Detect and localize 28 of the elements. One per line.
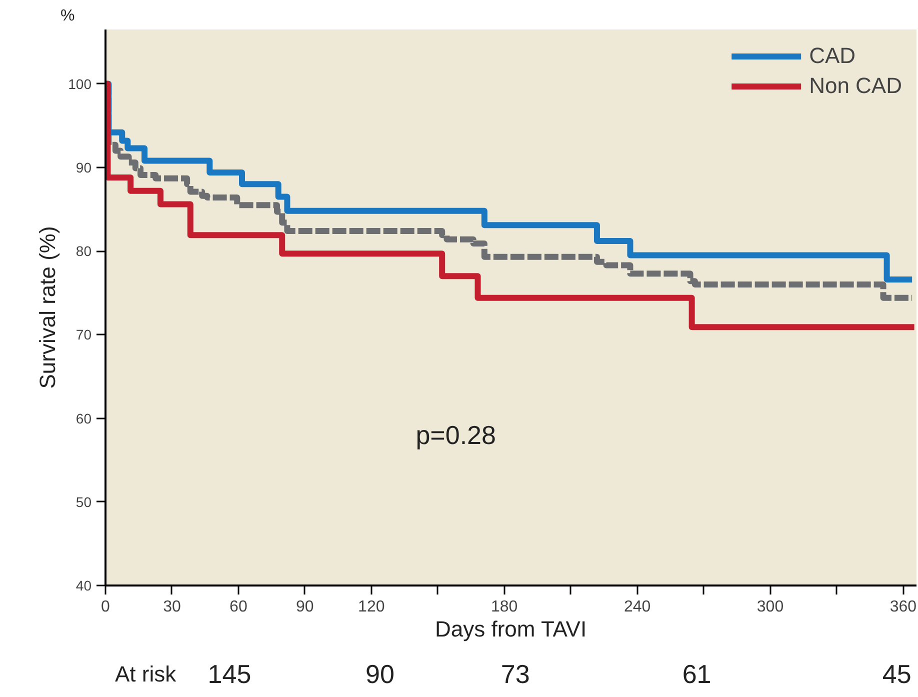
x-tick-label: 300 — [756, 598, 784, 616]
y-tick-label: 50 — [76, 494, 92, 510]
x-tick-label: 120 — [358, 598, 385, 616]
y-tick-label: 70 — [76, 326, 92, 343]
y-tick-label: 90 — [76, 159, 92, 176]
x-tick-label: 90 — [296, 598, 314, 616]
y-tick-label: 40 — [76, 578, 92, 594]
text: 45 — [882, 659, 912, 690]
text: % — [60, 8, 75, 24]
x-tick-label: 0 — [101, 598, 110, 616]
y-tick-label: 60 — [76, 410, 92, 426]
legend-label: CAD — [809, 43, 856, 69]
x-tick-label: 360 — [890, 598, 917, 616]
annotation: p=0.28 — [416, 420, 496, 450]
text: 145 — [208, 659, 252, 690]
y-tick-label: 80 — [76, 243, 92, 260]
x-tick-label: 60 — [230, 598, 248, 616]
y-tick-label: 100 — [68, 76, 92, 92]
x-tick-label: 240 — [624, 598, 651, 616]
y-axis-title: Survival rate (%) — [35, 226, 60, 389]
legend-label: Non CAD — [809, 73, 902, 99]
text: 90 — [365, 659, 394, 690]
text: 73 — [500, 659, 530, 690]
text: 61 — [682, 659, 712, 690]
x-axis-title: Days from TAVI — [435, 616, 587, 642]
x-tick-label: 30 — [163, 598, 181, 616]
text: At risk — [114, 662, 178, 687]
x-tick-label: 180 — [491, 598, 518, 616]
